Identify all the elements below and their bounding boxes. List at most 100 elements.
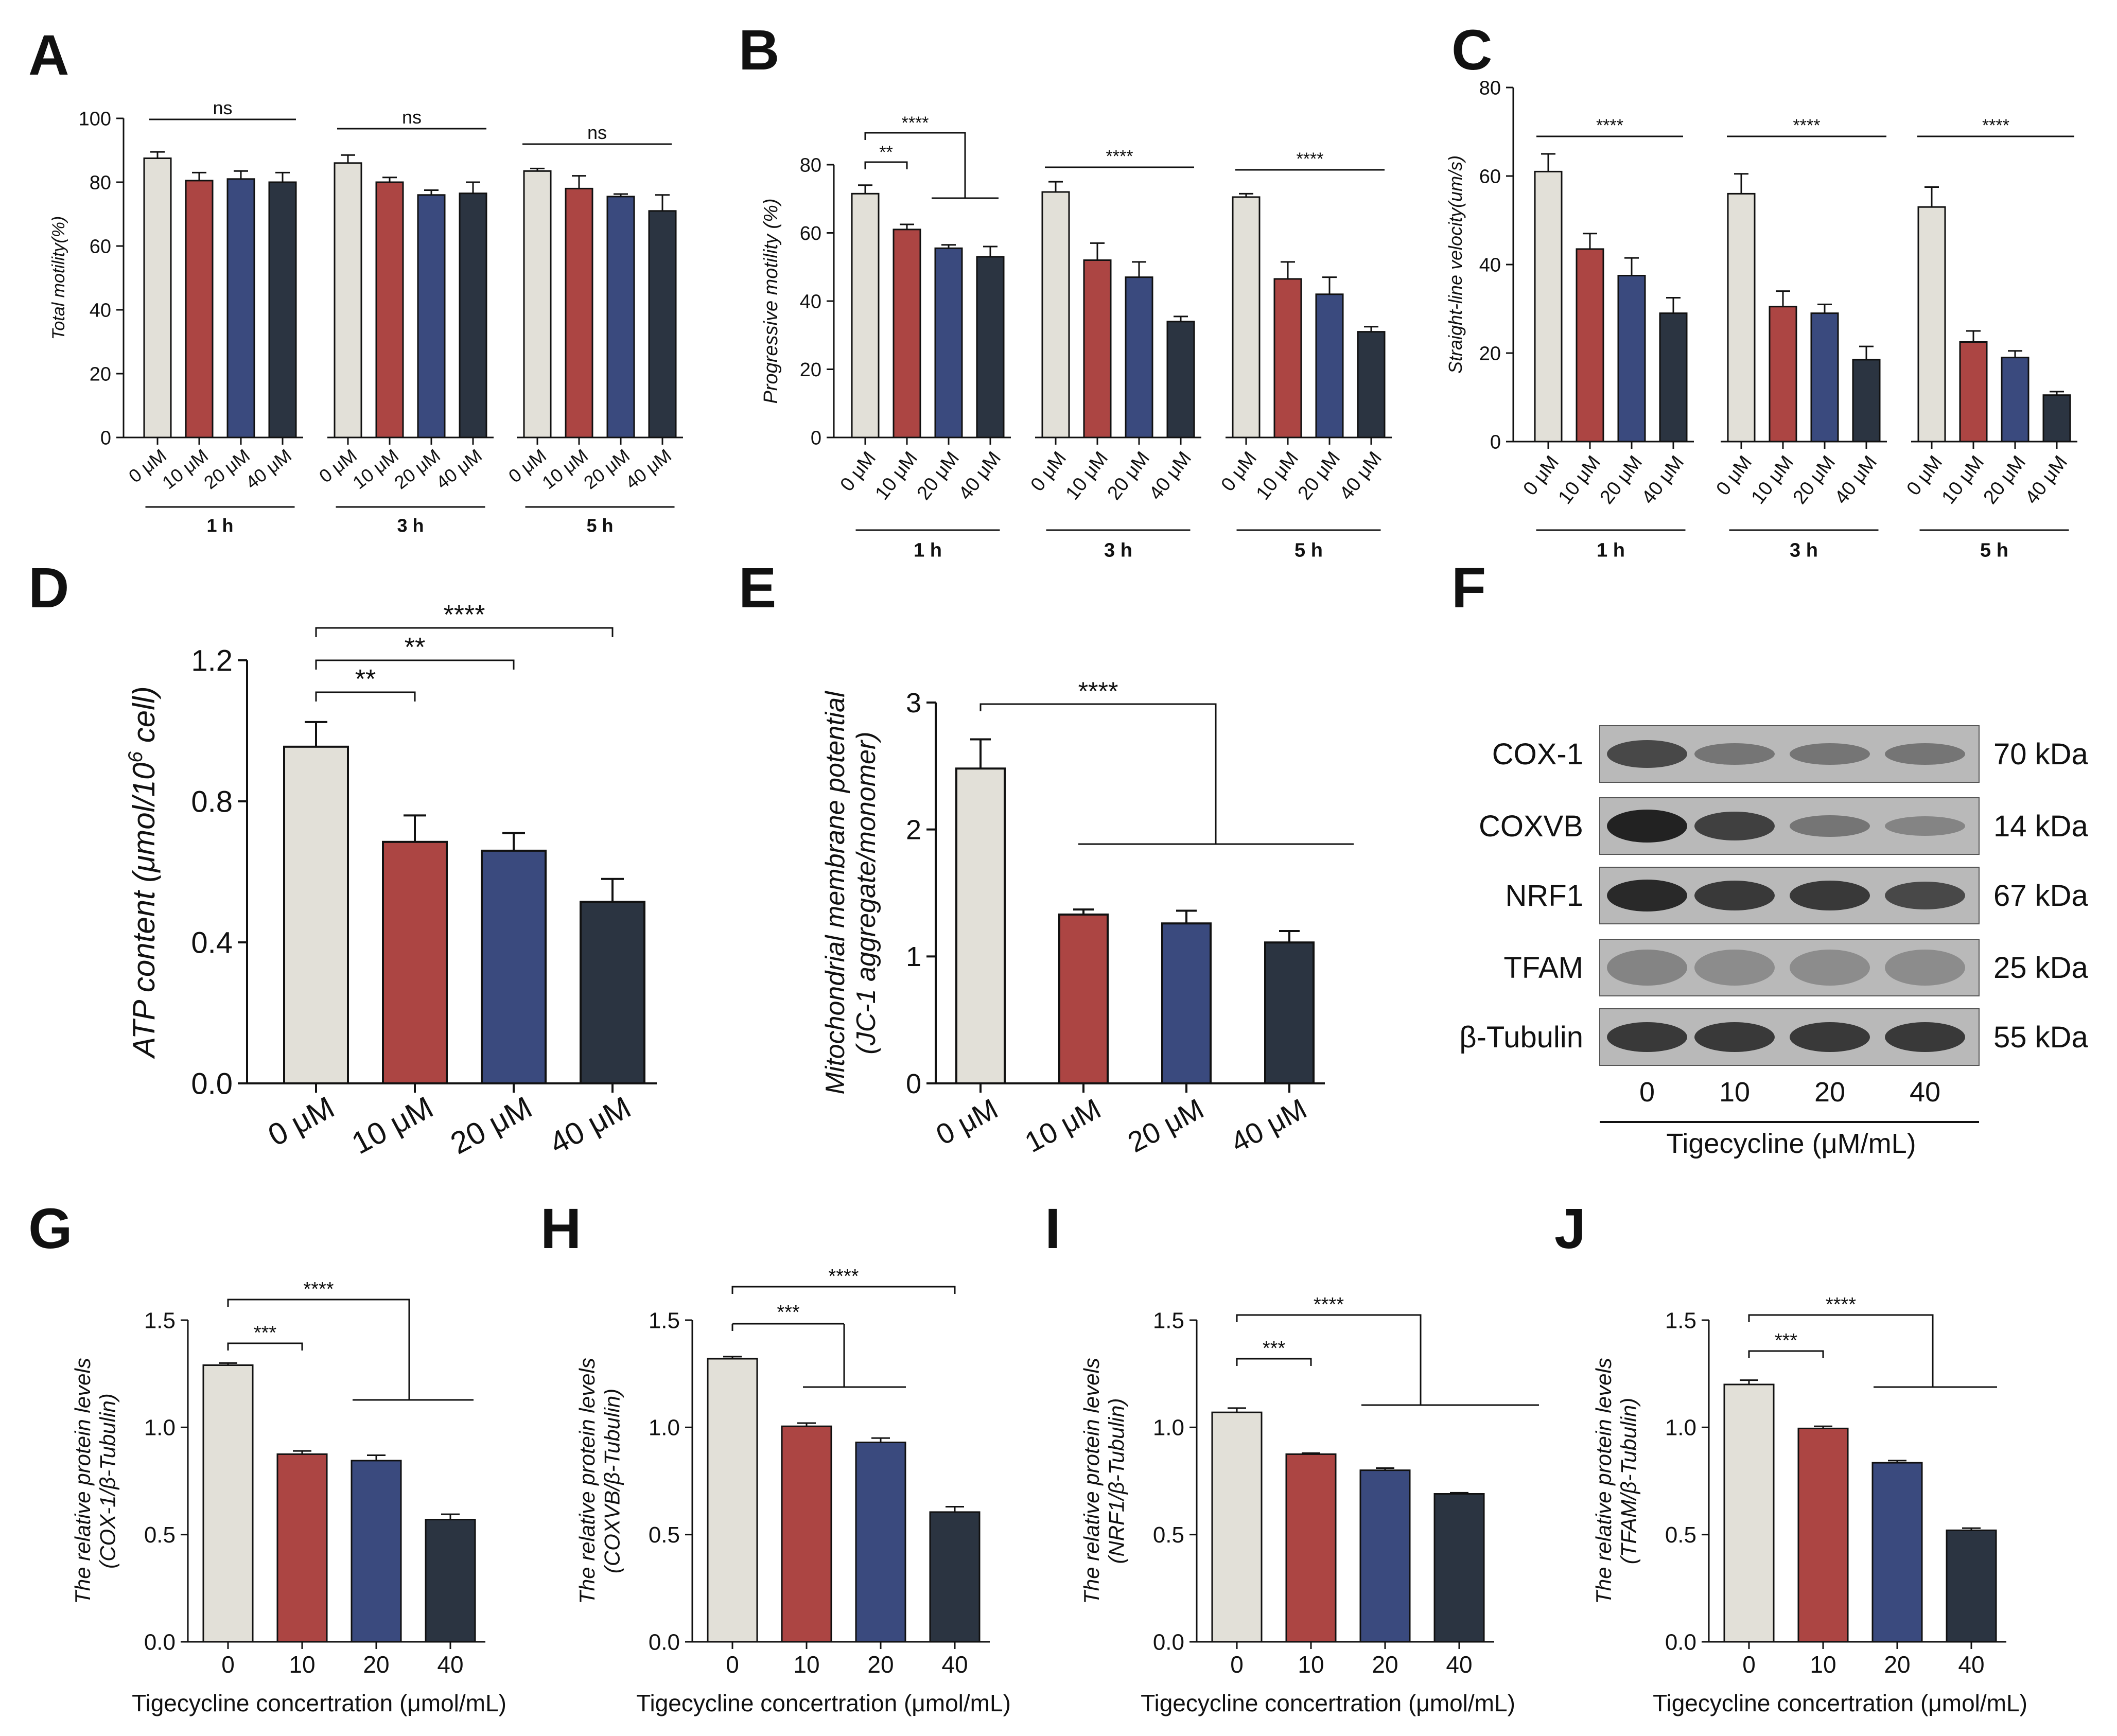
x-tick-label: 0 [726,1651,739,1678]
x-tick-label: 20 μM [913,448,964,504]
molecular-weight-label: 70 kDa [1993,738,2089,771]
y-tick-label: 0.0 [191,1067,233,1100]
bar [1797,1427,1849,1643]
molecular-weight-label: 25 kDa [1993,951,2089,985]
bar [276,1453,328,1643]
significance-bracket [315,627,614,637]
bar [955,767,1006,1085]
x-tick-label: 10 μM [871,448,922,504]
group-label: 5 h [586,515,613,536]
x-axis-label: Tigecycline concertration (μmol/mL) [132,1690,506,1716]
protein-label: NRF1 [1506,879,1583,913]
y-tick-label: 0 [811,427,821,449]
significance-label: ** [405,633,425,662]
x-tick-label: 20 μM [1123,1092,1209,1159]
y-tick-label: 0.5 [649,1522,680,1548]
bar [1576,248,1604,443]
bar [425,1519,476,1643]
x-tick-label: 10 μM [1554,452,1605,508]
y-tick-label: 60 [1479,166,1501,187]
blot-band [1694,743,1775,765]
y-tick-label: 0.8 [191,785,233,818]
group-label: 3 h [1104,539,1132,561]
x-tick-label: 10 μM [1020,1092,1106,1159]
y-tick-label: 1.0 [144,1415,176,1441]
bar [934,247,963,439]
blot-band [1885,950,1965,986]
significance-label: **** [828,1266,859,1287]
significance-label: **** [1297,149,1324,169]
y-tick-label: 40 [1479,254,1501,276]
bar [1211,1411,1263,1643]
bar [1727,192,1756,443]
y-tick-label: 80 [800,154,821,176]
bar [606,196,635,439]
x-tick-label: 20 μM [1789,452,1840,508]
blot-band [1694,881,1775,910]
panel-label-h: H [540,1197,581,1260]
bar [1852,359,1881,443]
bar [851,192,880,439]
bar [202,1364,254,1643]
x-tick-label: 0 μM [931,1092,1003,1151]
y-axis-label: The relative protein levels [1079,1358,1104,1604]
y-axis-label: Total motility(%) [49,216,68,340]
y-tick-label: 80 [90,172,111,194]
bar [1058,913,1109,1085]
y-tick-label: 1.5 [144,1308,176,1333]
bar [417,194,446,439]
significance-label: ** [355,664,376,694]
x-tick-label: 0 [1742,1651,1756,1678]
significance-bracket [864,132,966,198]
y-axis-label: ATP content (μmol/106 cell) [125,686,161,1059]
significance-bracket [1748,1350,1824,1358]
blot-band [1885,1022,1965,1052]
panel-label-j: J [1554,1197,1586,1260]
y-tick-label: 1.5 [1665,1308,1696,1333]
y-tick-label: 1.0 [1153,1415,1184,1441]
x-tick-label: 40 [1958,1651,1984,1678]
y-tick-label: 0.0 [1153,1629,1184,1655]
bar [226,178,255,439]
bar [1285,1453,1337,1643]
y-tick-label: 0.5 [1153,1522,1184,1548]
y-tick-label: 1.0 [649,1415,680,1441]
bar [375,181,404,439]
x-tick-label: 20 μM [1294,448,1345,504]
lane-label: 20 [1814,1077,1845,1108]
y-tick-label: 1 [906,941,921,972]
bar [648,210,677,439]
bar [781,1425,832,1643]
group-label: 5 h [1980,539,2008,561]
bar [268,181,297,439]
bar [1534,170,1563,443]
significance-label: **** [444,600,485,630]
lane-label: 0 [1639,1077,1655,1108]
significance-label: ns [402,107,422,128]
x-tick-label: 40 μM [544,1090,636,1161]
molecular-weight-label: 14 kDa [1993,810,2089,843]
blot-band [1790,743,1870,765]
bar [351,1460,402,1643]
blot-band [1790,950,1870,986]
significance-label: **** [1793,116,1821,135]
significance-bracket [979,703,1217,844]
panel-d: D 0.0 0.4 0.8 1.2 0 μM 10 μM 20 μM 40 μM ATP con… [28,556,657,1161]
y-tick-label: 0.5 [1665,1522,1696,1548]
panel-g: G 0.0 0.5 1.0 1.5 0 10 20 40 The relative protei… [28,1197,506,1716]
significance-bracket [1748,1314,1934,1387]
panel-label-a: A [28,24,69,87]
y-tick-label: 60 [90,236,111,257]
y-axis-label: The relative protein levels [575,1358,599,1604]
significance-label: ns [213,97,232,118]
significance-bracket [731,1286,956,1294]
x-axis-label: Tigecycline concertration (μmol/mL) [1141,1690,1515,1716]
y-axis-label-sup: 6 [125,751,147,763]
blot-axis-label: Tigecycline (μM/mL) [1666,1128,1916,1159]
y-tick-label: 0.0 [144,1629,176,1655]
x-tick-label: 10 [793,1651,819,1678]
bar [1433,1493,1485,1643]
bar [1871,1462,1923,1643]
